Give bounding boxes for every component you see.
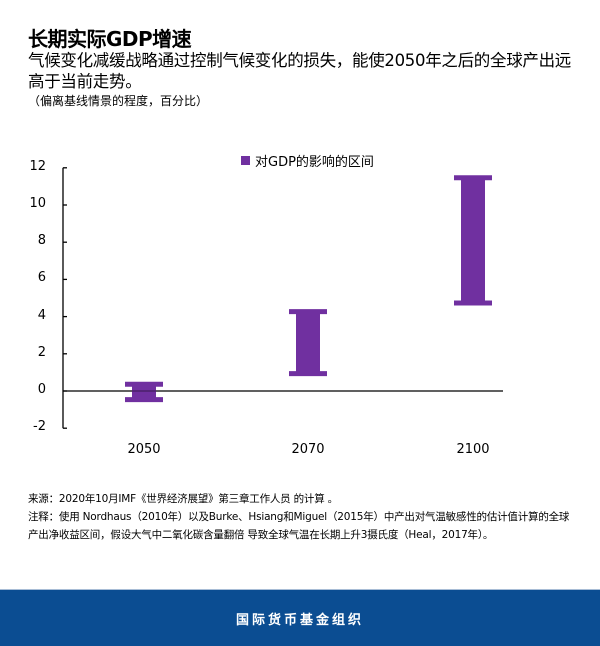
chart-subtitle: 气候变化减缓战略通过控制气候变化的损失，能使2050年之后的全球产出远高于当前走…: [28, 51, 571, 91]
range-bar-2100: [454, 175, 492, 306]
source-text: 来源：2020年10月IMF《世界经济展望》第三章工作人员 的计算 。: [28, 493, 338, 505]
legend: 对GDP的影响的区间: [241, 151, 374, 170]
y-tick-label: 4: [37, 307, 46, 323]
source-notes: 来源：2020年10月IMF《世界经济展望》第三章工作人员 的计算 。 注释：使…: [28, 490, 576, 544]
x-tick-label: 2100: [456, 442, 490, 457]
y-tick-label: 2: [37, 344, 46, 360]
y-tick-label: 8: [37, 233, 46, 249]
chart-title: 长期实际GDP增速: [28, 27, 192, 51]
y-tick-label: 6: [37, 270, 46, 286]
note-text: 注释：使用 Nordhaus（2010年）以及Burke、Hsiang和Migu…: [28, 511, 570, 541]
y-tick-label: 0: [37, 382, 46, 397]
legend-swatch: [241, 156, 250, 165]
range-bar-2070: [289, 309, 327, 377]
y-tick-label: 12: [29, 158, 46, 174]
footer-bar: 国际货币基金组织: [0, 589, 600, 646]
y-tick-label: 10: [29, 196, 46, 211]
x-tick-label: 2070: [291, 442, 325, 457]
legend-label: 对GDP的影响的区间: [255, 155, 374, 170]
range-bar-2050: [125, 381, 163, 403]
chart-plot: [62, 167, 503, 429]
x-tick-label: 2050: [127, 442, 161, 457]
unit-label: （偏离基线情景的程度，百分比）: [28, 94, 209, 108]
y-tick-label: -2: [33, 419, 46, 435]
footer-org-name: 国际货币基金组织: [235, 612, 364, 628]
